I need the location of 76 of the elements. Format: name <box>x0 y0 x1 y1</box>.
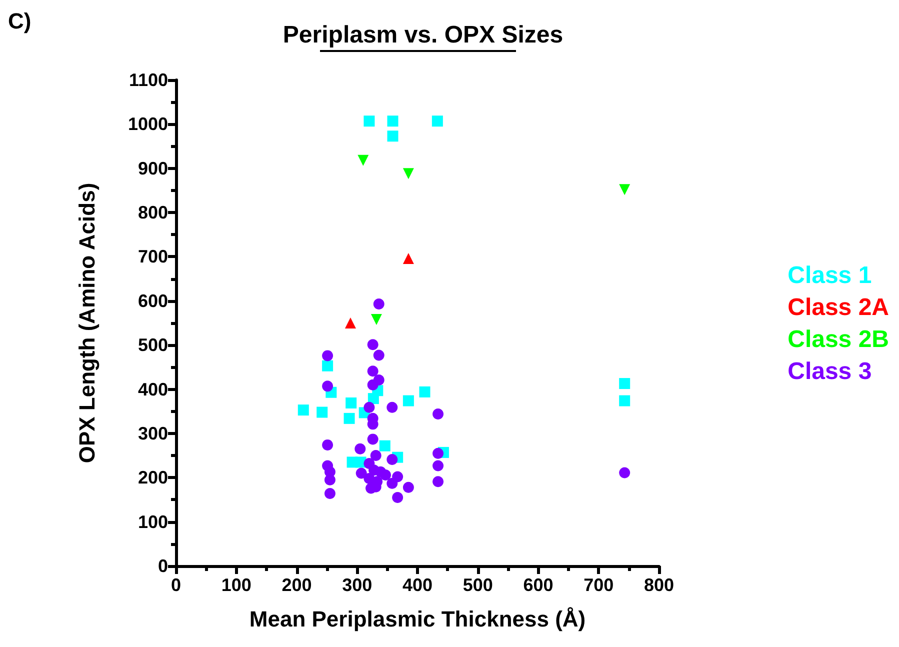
point <box>354 443 366 454</box>
y-tick-label: 900 <box>138 158 168 178</box>
y-tick-label: 700 <box>138 246 168 267</box>
x-tick-label: 800 <box>644 575 674 595</box>
point <box>386 402 398 413</box>
y-tick-label: 0 <box>158 556 168 576</box>
point <box>373 350 384 361</box>
point <box>392 492 404 504</box>
x-tick-label: 300 <box>342 575 372 595</box>
point <box>379 440 390 452</box>
x-tick-label: 600 <box>523 575 554 595</box>
x-tick-label: 700 <box>584 575 614 595</box>
x-tick-label: 0 <box>170 575 182 595</box>
y-tick-label: 200 <box>138 468 168 488</box>
point <box>373 298 384 310</box>
y-tick-label: 1100 <box>128 70 168 90</box>
point <box>344 318 356 328</box>
point <box>316 406 328 418</box>
point <box>386 454 398 466</box>
text: C) <box>8 8 32 34</box>
point <box>367 339 378 350</box>
point <box>367 366 378 377</box>
y-tick-label: 100 <box>138 512 168 532</box>
point <box>370 314 382 325</box>
point <box>368 393 379 404</box>
y-tick-label: 500 <box>138 335 168 356</box>
point <box>432 116 443 127</box>
point <box>344 412 355 424</box>
point <box>356 468 367 479</box>
point <box>432 476 444 488</box>
point <box>619 184 630 196</box>
x-tick-label: 400 <box>402 575 433 595</box>
text: Class 3 <box>788 358 872 385</box>
point <box>298 404 309 416</box>
point <box>402 252 414 264</box>
text: Class 1 <box>788 262 872 289</box>
point <box>380 469 391 480</box>
x-tick-label: 100 <box>221 575 252 595</box>
point <box>364 116 375 127</box>
point <box>367 434 378 445</box>
point <box>346 397 357 408</box>
point <box>387 116 398 127</box>
y-tick-label: 300 <box>138 423 168 444</box>
point <box>619 378 630 390</box>
point <box>402 168 414 180</box>
y-tick-label: 1000 <box>128 114 168 134</box>
y-tick-label: 400 <box>138 379 168 400</box>
x-tick-label: 200 <box>282 575 312 595</box>
x-axis-title: Mean Periplasmic Thickness (Å) <box>249 606 586 632</box>
point <box>432 408 444 420</box>
point <box>370 450 382 462</box>
point <box>402 482 414 493</box>
point <box>387 130 398 142</box>
point <box>402 395 414 406</box>
point <box>419 386 430 398</box>
point <box>322 350 334 362</box>
text: Class 2B <box>788 326 889 353</box>
y-tick-label: 800 <box>138 202 168 223</box>
point <box>324 488 336 500</box>
point <box>364 402 375 413</box>
y-tick-label: 600 <box>138 290 168 311</box>
point <box>619 467 630 478</box>
point <box>432 460 444 472</box>
point <box>432 448 444 459</box>
point <box>619 395 630 406</box>
point <box>324 474 336 486</box>
y-axis-title: OPX Length (Amino Acids) <box>74 182 100 464</box>
x-tick-label: 500 <box>462 575 493 595</box>
point <box>322 380 334 392</box>
point <box>322 360 334 372</box>
chart-title: Periplasm vs. OPX Sizes <box>282 22 564 48</box>
point <box>322 439 334 450</box>
text: Class 2A <box>788 294 889 321</box>
point <box>358 154 369 166</box>
point <box>367 379 378 390</box>
point <box>386 478 398 489</box>
